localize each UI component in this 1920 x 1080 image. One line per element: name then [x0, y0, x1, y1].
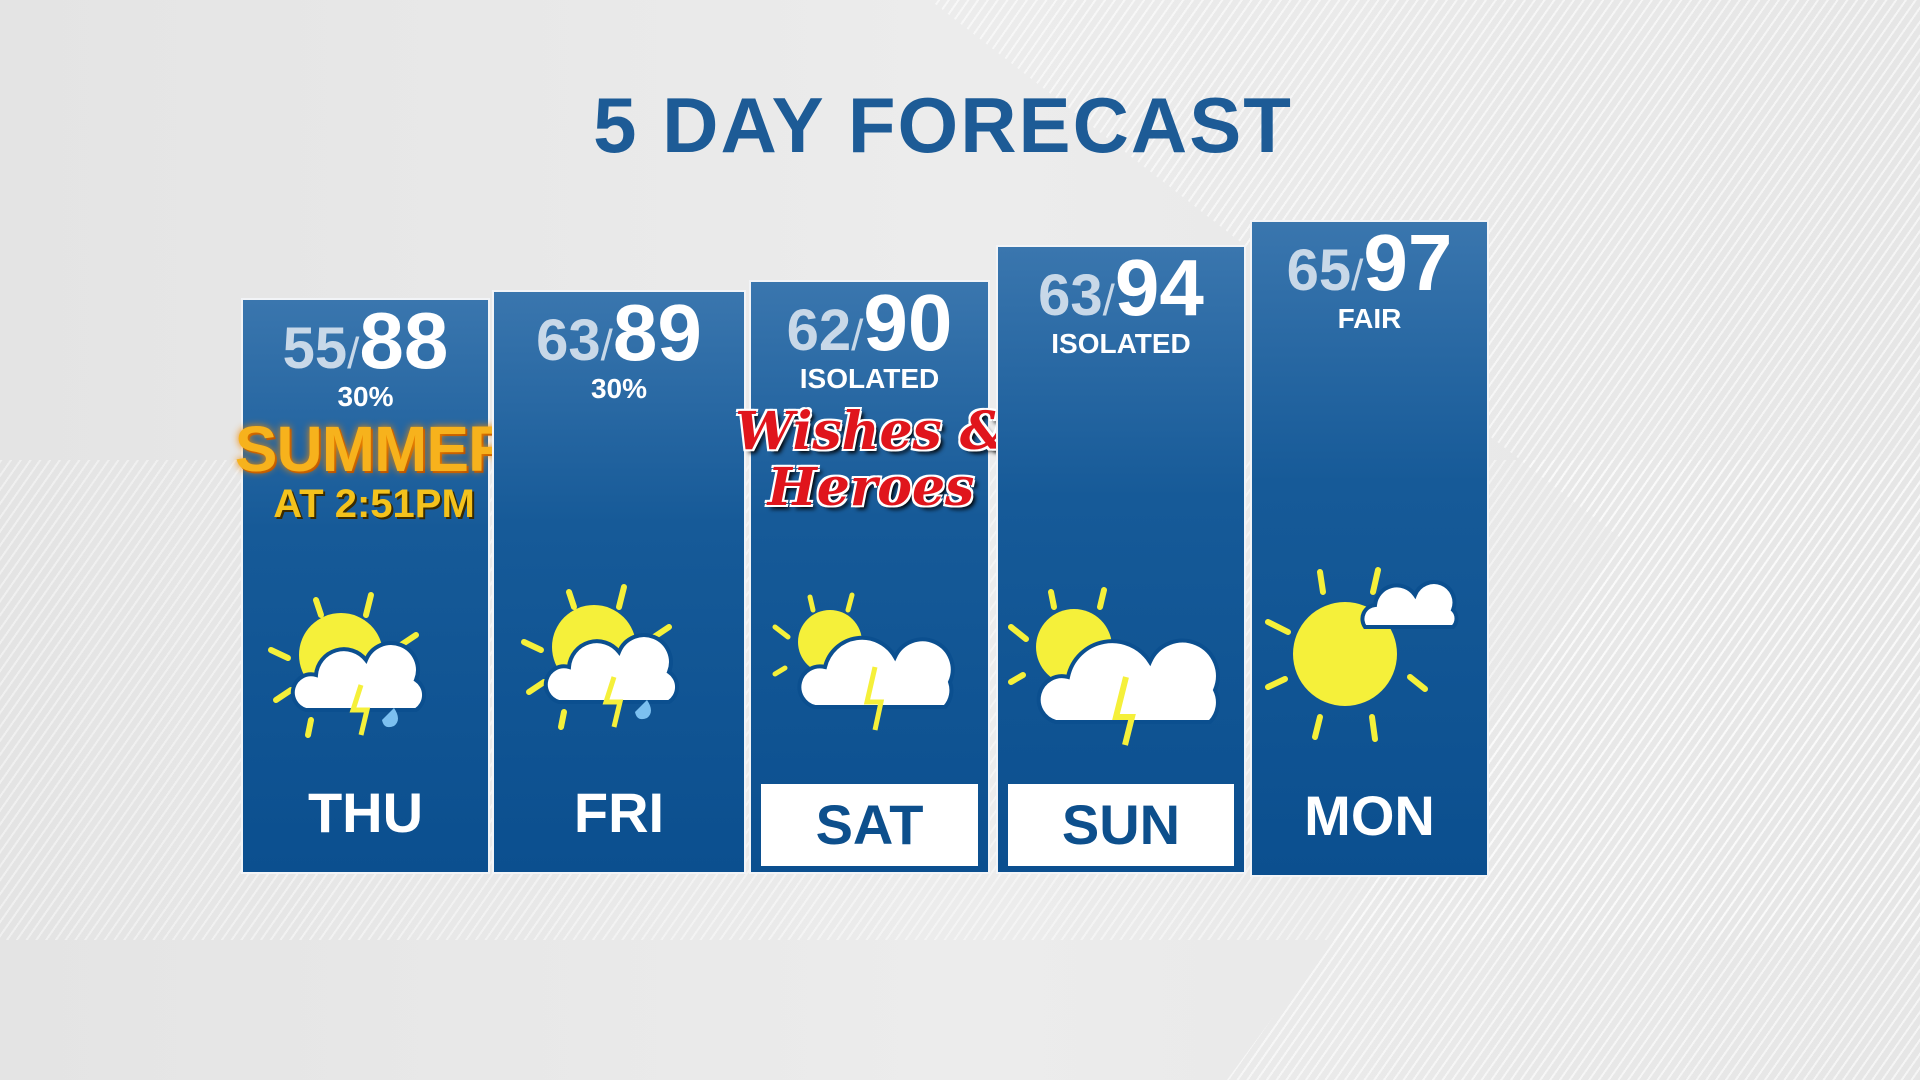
wishes-heroes-badge: Wishes & Heroes	[731, 404, 1011, 516]
partly-sunny-thunderstorm-icon	[772, 592, 955, 731]
partly-sunny-thunderstorm-rain-icon	[267, 592, 426, 738]
temperature: 62/90	[786, 278, 953, 367]
low-temp: 63	[536, 308, 601, 373]
day-label: THU	[307, 781, 424, 844]
day-label: SAT	[761, 784, 978, 866]
temperature: 63/94	[1038, 243, 1204, 332]
high-temp: 97	[1363, 218, 1453, 307]
high-temp: 88	[359, 296, 449, 385]
day-column-sat: 62/90 ISOLATED Wishes & Heroes SAT	[735, 278, 1007, 874]
low-temp: 55	[282, 316, 348, 381]
precip-chance: 30%	[590, 373, 648, 404]
partly-sunny-thunderstorm-rain-icon	[521, 584, 679, 730]
temperature: 65/97	[1286, 218, 1453, 307]
day-column-fri: 63/89 30% FRI	[492, 290, 746, 874]
mostly-sunny-icon	[1264, 567, 1458, 742]
low-temp: 65	[1286, 238, 1352, 303]
event-line-2: Heroes	[767, 457, 975, 518]
day-label: SUN	[1008, 784, 1234, 866]
partly-sunny-thunderstorm-icon	[1008, 587, 1220, 746]
temperature: 55/88	[282, 296, 449, 385]
high-temp: 90	[863, 278, 953, 367]
day-column-mon: 65/97 FAIR MON	[1250, 220, 1489, 877]
low-temp: 63	[1038, 263, 1103, 328]
precip-chance: 30%	[337, 381, 394, 412]
page-title: 5 DAY FORECAST	[593, 81, 1293, 169]
summer-time: AT 2:51PM	[273, 482, 475, 526]
summer-badge: SUMMER AT 2:51PM	[219, 416, 529, 526]
condition: ISOLATED	[799, 363, 940, 394]
condition: FAIR	[1337, 303, 1402, 334]
condition: ISOLATED	[1051, 328, 1191, 359]
high-temp: 89	[612, 288, 702, 377]
low-temp: 62	[786, 298, 852, 363]
day-column-thu: 55/88 30% SUMMER AT 2:51PM THU	[235, 296, 514, 874]
day-column-sun: 63/94 ISOLATED SUN	[996, 245, 1246, 874]
day-label: FRI	[573, 781, 665, 844]
event-line-1: Wishes &	[735, 401, 1007, 462]
day-label: MON	[1304, 784, 1435, 847]
summer-text: SUMMER	[234, 413, 514, 485]
high-temp: 94	[1114, 243, 1204, 332]
temperature: 63/89	[536, 288, 702, 377]
